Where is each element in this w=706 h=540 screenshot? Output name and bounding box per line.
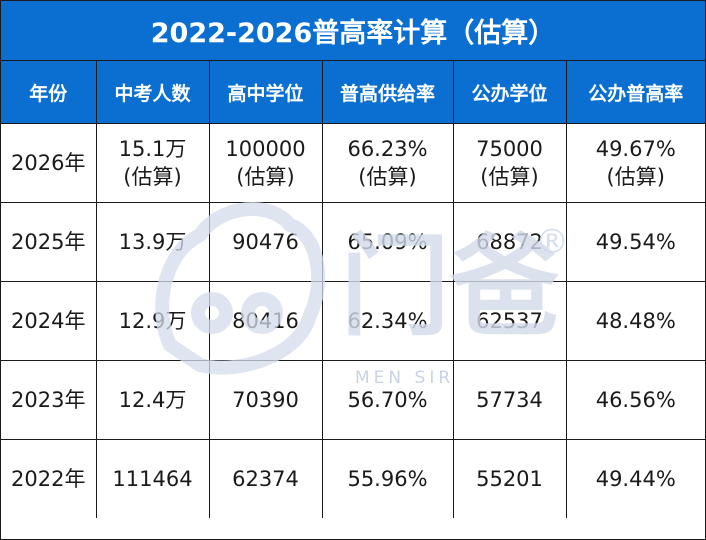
header-row: 年份 中考人数 高中学位 普高供给率 公办学位 公办普高率 <box>1 61 705 124</box>
table-row: 2022年 111464 62374 55.96% 55201 49.44% <box>1 439 705 518</box>
cell-supply-rate: 62.34% <box>321 281 454 361</box>
cell-year: 2025年 <box>1 202 97 282</box>
cell-public-seats: 55201 <box>452 439 567 518</box>
table-row: 2026年 15.1万 (估算) 100000 (估算) 66.23% (估算)… <box>1 123 705 203</box>
cell-value: 15.1万 <box>118 136 187 161</box>
cell-hs-seats: 100000 (估算) <box>208 123 323 203</box>
cell-value: 75000 <box>476 136 543 161</box>
cell-value: 100000 <box>225 136 306 161</box>
cell-year: 2024年 <box>1 281 97 361</box>
cell-public-seats: 75000 (估算) <box>452 123 567 203</box>
cell-examinees: 13.9万 <box>95 202 210 282</box>
cell-hs-seats: 70390 <box>208 360 323 440</box>
cell-year: 2022年 <box>1 439 97 518</box>
header-year: 年份 <box>1 61 97 124</box>
cell-hs-seats: 80416 <box>208 281 323 361</box>
cell-supply-rate: 65.09% <box>321 202 454 282</box>
header-public-rate: 公办普高率 <box>565 61 705 124</box>
header-public-seats: 公办学位 <box>452 61 567 124</box>
cell-public-seats: 57734 <box>452 360 567 440</box>
cell-value: 66.23% <box>347 136 428 161</box>
cell-public-rate: 48.48% <box>565 281 705 361</box>
cell-hs-seats: 90476 <box>208 202 323 282</box>
header-hs-seats: 高中学位 <box>208 61 323 124</box>
cell-supply-rate: 56.70% <box>321 360 454 440</box>
cell-public-rate: 49.44% <box>565 439 705 518</box>
cell-note: (估算) <box>236 165 295 189</box>
cell-public-rate: 49.67% (估算) <box>565 123 705 203</box>
cell-supply-rate: 55.96% <box>321 439 454 518</box>
cell-value: 49.67% <box>595 136 676 161</box>
cell-note: (估算) <box>123 165 182 189</box>
cell-public-rate: 49.54% <box>565 202 705 282</box>
cell-note: (估算) <box>480 165 539 189</box>
header-examinees: 中考人数 <box>95 61 210 124</box>
cell-hs-seats: 62374 <box>208 439 323 518</box>
cell-note: (估算) <box>606 165 665 189</box>
table-row: 2023年 12.4万 70390 56.70% 57734 46.56% <box>1 360 705 440</box>
cell-public-seats: 62537 <box>452 281 567 361</box>
cell-public-seats: 68872 <box>452 202 567 282</box>
cell-examinees: 12.9万 <box>95 281 210 361</box>
cell-public-rate: 46.56% <box>565 360 705 440</box>
cell-note: (估算) <box>358 165 417 189</box>
cell-year: 2023年 <box>1 360 97 440</box>
rate-table: 年份 中考人数 高中学位 普高供给率 公办学位 公办普高率 2026年 15.1… <box>1 61 705 518</box>
header-supply-rate: 普高供给率 <box>321 61 454 124</box>
cell-supply-rate: 66.23% (估算) <box>321 123 454 203</box>
table-row: 2024年 12.9万 80416 62.34% 62537 48.48% <box>1 281 705 361</box>
cell-examinees: 111464 <box>95 439 210 518</box>
cell-examinees: 15.1万 (估算) <box>95 123 210 203</box>
cell-year: 2026年 <box>1 123 97 203</box>
table-title: 2022-2026普高率计算（估算） <box>1 1 705 61</box>
table-row: 2025年 13.9万 90476 65.09% 68872 49.54% <box>1 202 705 282</box>
cell-examinees: 12.4万 <box>95 360 210 440</box>
